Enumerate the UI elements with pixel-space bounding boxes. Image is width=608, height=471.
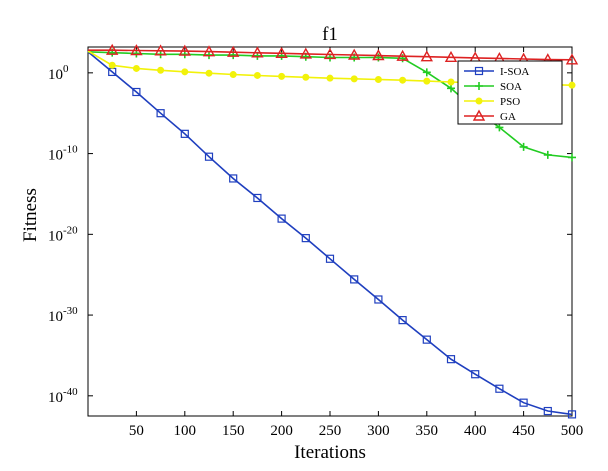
- legend-marker-i-soa: [474, 66, 484, 76]
- data-point-pso: [181, 68, 189, 76]
- data-point-pso: [399, 76, 407, 84]
- data-point-i-soa: [301, 234, 310, 243]
- data-point-i-soa: [325, 254, 335, 263]
- x-axis-label: Iterations: [294, 442, 366, 463]
- data-point-i-soa: [422, 335, 431, 344]
- data-point-pso: [205, 69, 213, 77]
- x-tick-label: 300: [367, 423, 390, 439]
- data-point-pso: [423, 77, 431, 85]
- chart-title: f1: [322, 24, 338, 45]
- legend: I-SOA SOA PSO GA: [457, 60, 563, 125]
- x-tick-label: 500: [561, 423, 584, 439]
- data-point-ga: [202, 45, 216, 57]
- data-point-pso: [132, 64, 140, 72]
- data-point-pso: [350, 75, 358, 83]
- data-point-ga: [130, 44, 143, 56]
- x-tick-label: 150: [222, 423, 245, 439]
- data-point-soa: [543, 150, 552, 159]
- legend-label-pso: PSO: [500, 96, 520, 108]
- data-point-ga: [565, 53, 579, 65]
- series-line-ga: [88, 49, 573, 61]
- data-point-pso: [157, 66, 165, 74]
- data-point-pso: [447, 78, 455, 86]
- x-tick-label: 200: [270, 423, 293, 439]
- legend-marker-pso: [475, 97, 483, 105]
- data-point-i-soa: [350, 275, 359, 284]
- y-tick-label: 10-30: [48, 305, 78, 325]
- data-point-pso: [374, 76, 382, 84]
- data-point-ga: [420, 50, 433, 62]
- data-point-pso: [278, 72, 286, 80]
- data-point-ga: [323, 48, 337, 60]
- data-point-pso: [302, 73, 310, 81]
- y-tick-label: 10-40: [48, 386, 78, 406]
- data-point-ga: [444, 50, 458, 62]
- data-point-ga: [251, 46, 264, 58]
- data-point-i-soa: [204, 152, 214, 161]
- data-point-i-soa: [519, 398, 528, 407]
- data-point-soa: [568, 153, 576, 162]
- data-point-i-soa: [446, 355, 456, 364]
- data-point-i-soa: [229, 174, 238, 183]
- data-point-i-soa: [156, 109, 165, 118]
- legend-label-i-soa: I-SOA: [500, 66, 529, 78]
- data-point-ga: [106, 43, 119, 55]
- data-point-i-soa: [471, 370, 480, 379]
- y-tick-label: 10-20: [48, 224, 78, 244]
- y-tick-label: 100: [48, 63, 69, 83]
- data-point-soa: [447, 84, 455, 93]
- x-tick-label: 50: [129, 423, 144, 439]
- legend-marker-ga: [472, 109, 486, 121]
- x-tick-label: 450: [512, 423, 535, 439]
- data-point-ga: [348, 48, 361, 60]
- x-tick-label: 100: [174, 423, 197, 439]
- x-tick-label: 250: [319, 423, 342, 439]
- data-point-pso: [326, 74, 334, 82]
- data-point-i-soa: [374, 295, 383, 304]
- data-point-i-soa: [277, 214, 286, 223]
- y-axis-label: Fitness: [20, 188, 41, 242]
- data-point-pso: [229, 71, 237, 79]
- data-point-pso: [253, 71, 261, 79]
- data-point-ga: [154, 44, 167, 56]
- x-tick-label: 350: [416, 423, 439, 439]
- data-point-soa: [422, 68, 431, 77]
- data-point-ga: [275, 46, 288, 59]
- data-point-i-soa: [543, 406, 552, 416]
- data-point-ga: [227, 45, 240, 57]
- data-point-i-soa: [253, 193, 262, 203]
- data-point-i-soa: [180, 129, 189, 138]
- data-point-ga: [178, 44, 191, 56]
- legend-label-soa: SOA: [500, 81, 522, 93]
- x-tick-label: 400: [464, 423, 487, 439]
- data-point-i-soa: [132, 87, 141, 97]
- data-point-ga: [396, 49, 409, 61]
- data-point-i-soa: [398, 316, 407, 325]
- data-point-pso: [568, 81, 576, 89]
- data-point-pso: [108, 61, 116, 69]
- data-point-ga: [372, 49, 385, 61]
- data-point-i-soa: [567, 410, 577, 419]
- data-point-soa: [495, 123, 504, 132]
- axis-ticks: 50 100 150 200 250 300 350 400 450 500 100 10-10 10-…: [48, 47, 583, 439]
- data-point-soa: [519, 142, 528, 151]
- data-point-ga: [299, 47, 312, 59]
- data-point-i-soa: [495, 384, 504, 393]
- legend-marker-soa: [475, 82, 483, 90]
- series-line-i-soa: [87, 51, 573, 416]
- legend-label-ga: GA: [500, 111, 516, 123]
- y-tick-label: 10-10: [48, 144, 78, 164]
